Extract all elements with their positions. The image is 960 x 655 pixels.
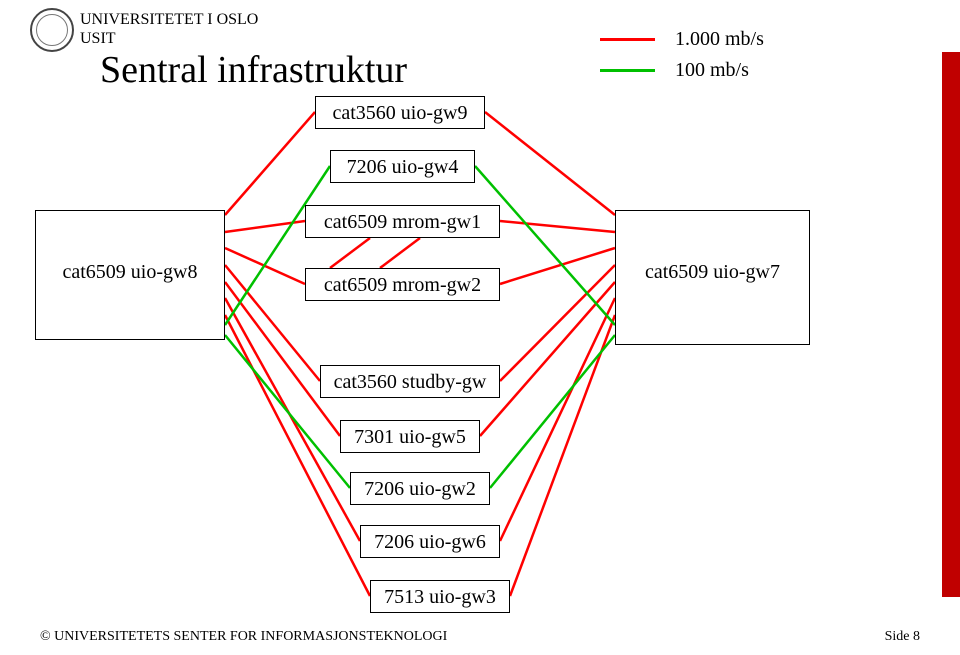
node-label: 7206 uio-gw2 bbox=[364, 478, 476, 500]
sidebar-accent bbox=[942, 52, 960, 597]
legend-swatch-green bbox=[600, 69, 655, 72]
header: UNIVERSITETET I OSLO USIT bbox=[80, 10, 258, 48]
node-label: 7206 uio-gw6 bbox=[374, 531, 486, 553]
footer: © UNIVERSITETETS SENTER FOR INFORMASJONS… bbox=[40, 629, 920, 645]
node-label: 7513 uio-gw3 bbox=[384, 586, 496, 608]
footer-left: © UNIVERSITETETS SENTER FOR INFORMASJONS… bbox=[40, 629, 447, 645]
legend: 1.000 mb/s 100 mb/s bbox=[600, 28, 764, 90]
footer-right: Side 8 bbox=[885, 629, 920, 645]
node-mrom2: cat6509 mrom-gw2 bbox=[305, 268, 500, 301]
node-gw3: 7513 uio-gw3 bbox=[370, 580, 510, 613]
node-gw6: 7206 uio-gw6 bbox=[360, 525, 500, 558]
legend-label: 100 mb/s bbox=[675, 59, 749, 82]
node-label: cat3560 uio-gw9 bbox=[333, 102, 468, 124]
header-line2: USIT bbox=[80, 29, 258, 48]
node-gw4: 7206 uio-gw4 bbox=[330, 150, 475, 183]
node-gw5: 7301 uio-gw5 bbox=[340, 420, 480, 453]
node-gw9: cat3560 uio-gw9 bbox=[315, 96, 485, 129]
node-label: cat3560 studby-gw bbox=[334, 371, 487, 393]
node-label: cat6509 mrom-gw2 bbox=[324, 274, 481, 296]
node-label: 7206 uio-gw4 bbox=[347, 156, 459, 178]
legend-item: 1.000 mb/s bbox=[600, 28, 764, 51]
node-label: cat6509 mrom-gw1 bbox=[324, 211, 481, 233]
page-title: Sentral infrastruktur bbox=[100, 48, 407, 92]
node-label: 7301 uio-gw5 bbox=[354, 426, 466, 448]
node-label: cat6509 uio-gw7 bbox=[645, 261, 780, 283]
node-label: cat6509 uio-gw8 bbox=[63, 261, 198, 283]
node-gw2: 7206 uio-gw2 bbox=[350, 472, 490, 505]
node-mrom1: cat6509 mrom-gw1 bbox=[305, 205, 500, 238]
legend-label: 1.000 mb/s bbox=[675, 28, 764, 51]
node-studby: cat3560 studby-gw bbox=[320, 365, 500, 398]
university-seal-icon bbox=[30, 8, 74, 52]
node-right: cat6509 uio-gw7 bbox=[615, 210, 810, 345]
legend-item: 100 mb/s bbox=[600, 59, 764, 82]
legend-swatch-red bbox=[600, 38, 655, 41]
header-line1: UNIVERSITETET I OSLO bbox=[80, 10, 258, 29]
node-left: cat6509 uio-gw8 bbox=[35, 210, 225, 340]
